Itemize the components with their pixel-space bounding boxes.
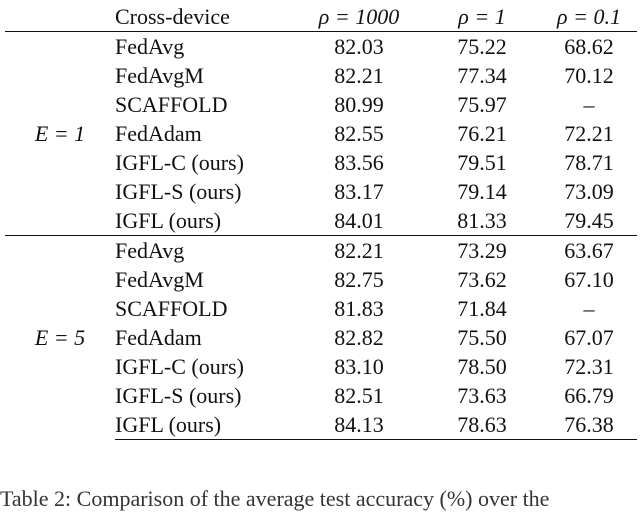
method-cell: IGFL-S (ours) [115,179,242,204]
method-cell: FedAdam [115,121,202,146]
value-cell: 83.10 [334,354,384,379]
header-empty-cell [5,2,115,32]
value-cell: 68.62 [564,34,614,59]
value-cell: 75.22 [457,34,507,59]
method-cell: IGFL (ours) [115,208,222,233]
table-row: SCAFFOLD 80.99 75.97 – [5,90,637,119]
value-cell: 76.21 [457,121,507,146]
value-cell: 82.75 [334,267,384,292]
value-cell: – [583,92,595,117]
value-cell: 82.55 [334,121,384,146]
value-cell: 72.31 [564,354,614,379]
value-cell: 66.79 [564,383,614,408]
value-cell: 73.09 [564,179,614,204]
method-cell: IGFL-S (ours) [115,383,242,408]
value-cell: 75.50 [457,325,507,350]
table-row: FedAdam 82.55 76.21 72.21 [5,119,637,148]
value-cell: 77.34 [457,63,507,88]
value-cell: 78.71 [564,150,614,175]
group-label: E = 1 [34,121,86,146]
method-cell: IGFL-C (ours) [115,354,244,379]
value-cell: 70.12 [564,63,614,88]
table-row: IGFL (ours) 84.01 81.33 79.45 [5,206,637,236]
value-cell: 82.21 [334,63,384,88]
value-cell: 83.56 [334,150,384,175]
method-cell: FedAvgM [115,63,204,88]
method-cell: FedAvg [115,34,185,59]
method-cell: SCAFFOLD [115,296,228,321]
table-row: SCAFFOLD 81.83 71.84 – [5,294,637,323]
value-cell: 83.17 [334,179,384,204]
value-cell: 67.10 [564,267,614,292]
value-cell: 84.01 [334,208,384,233]
table-row: IGFL-C (ours) 83.56 79.51 78.71 [5,148,637,177]
table-row: FedAdam 82.82 75.50 67.07 [5,323,637,352]
value-cell: 75.97 [457,92,507,117]
value-cell: 73.63 [457,383,507,408]
table-row: IGFL-C (ours) 83.10 78.50 72.31 [5,352,637,381]
header-rho-0-1: ρ = 0.1 [557,4,621,29]
value-cell: 80.99 [334,92,384,117]
table-row: IGFL-S (ours) 82.51 73.63 66.79 [5,381,637,410]
value-cell: 73.29 [423,235,541,265]
value-cell: 79.14 [457,179,507,204]
method-cell: FedAvgM [115,267,204,292]
value-cell: 82.82 [334,325,384,350]
value-cell: 82.51 [334,383,384,408]
method-cell: IGFL-C (ours) [115,150,244,175]
value-cell: 67.07 [564,325,614,350]
method-cell: SCAFFOLD [115,92,228,117]
results-table: Cross-device ρ = 1000 ρ = 1 ρ = 0.1 E = … [5,2,637,440]
header-row: Cross-device ρ = 1000 ρ = 1 ρ = 0.1 [5,2,637,32]
value-cell: 79.51 [457,150,507,175]
table-row: IGFL-S (ours) 83.17 79.14 73.09 [5,177,637,206]
table-body: E = 1 FedAvg 82.03 75.22 68.62 FedAvgM 82.21 77… [5,32,637,440]
value-cell: 82.03 [334,34,384,59]
table-row: E = 5 FedAvg 82.21 73.29 63.67 [5,235,637,440]
value-cell: 71.84 [457,296,507,321]
header-rho-1000: ρ = 1000 [318,4,400,29]
group-label: E = 5 [5,235,115,440]
table-row: FedAvgM 82.21 77.34 70.12 [5,61,637,90]
header-rho-1: ρ = 1 [458,4,506,29]
value-cell: 72.21 [564,121,614,146]
value-cell: 63.67 [541,235,637,265]
value-cell: 84.13 [295,410,423,440]
table-caption: Table 2: Comparison of the average test … [0,486,550,511]
value-cell: 73.62 [457,267,507,292]
value-cell: 78.50 [457,354,507,379]
table-row: IGFL (ours) 84.13 78.63 76.38 [5,410,637,440]
method-cell: FedAdam [115,325,202,350]
table-row: E = 1 FedAvg 82.03 75.22 68.62 [5,32,637,146]
value-cell: 81.83 [334,296,384,321]
value-cell: – [583,296,595,321]
method-cell: IGFL (ours) [115,410,295,440]
table-header: Cross-device ρ = 1000 ρ = 1 ρ = 0.1 [5,2,637,32]
value-cell: 79.45 [564,208,614,233]
value-cell: 78.63 [423,410,541,440]
value-cell: 82.21 [295,235,423,265]
header-method: Cross-device [115,4,230,29]
value-cell: 81.33 [457,208,507,233]
table-row: FedAvgM 82.75 73.62 67.10 [5,265,637,294]
value-cell: 76.38 [541,410,637,440]
method-cell: FedAvg [115,235,295,265]
